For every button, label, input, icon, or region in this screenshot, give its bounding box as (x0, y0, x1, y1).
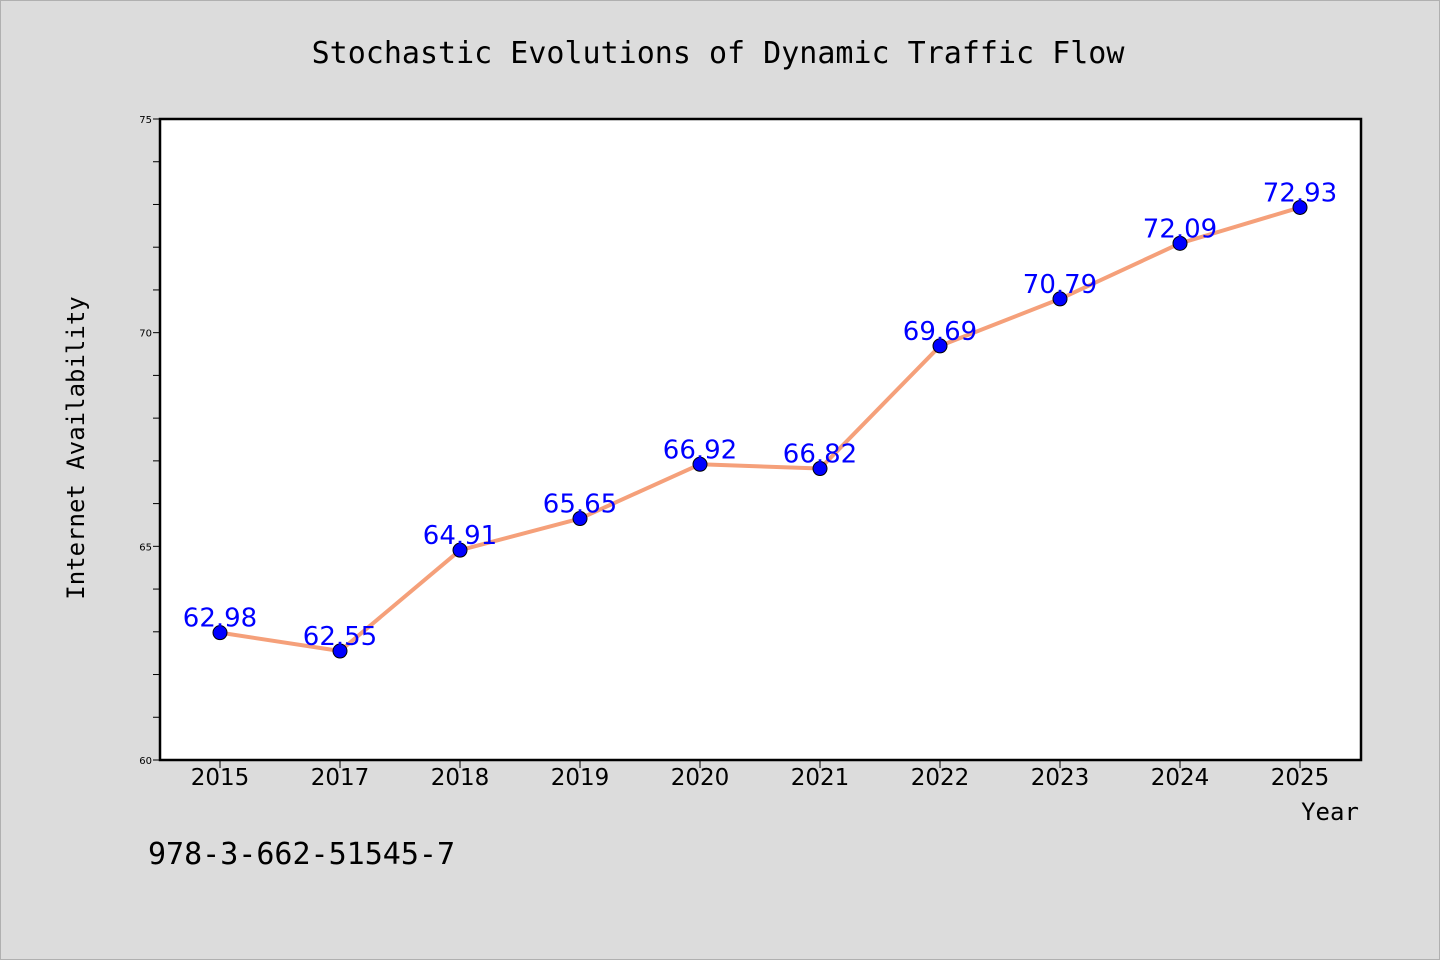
x-tick-label: 2018 (431, 765, 490, 791)
data-point-marker (212, 625, 228, 641)
x-tick-label: 2025 (1271, 765, 1330, 791)
y-tick-label: 60 (139, 756, 152, 767)
data-label: 69.69 (903, 317, 977, 347)
plot-frame (158, 117, 1363, 762)
series-line-group: 62.98 62.55 64.91 65.65 66.92 66.82 69.69 70.79… (183, 178, 1337, 659)
data-point-marker (1052, 291, 1068, 307)
data-point-marker (1172, 235, 1188, 251)
y-tick-label: 75 (139, 115, 152, 126)
data-point-marker (692, 456, 708, 472)
plot-area (160, 119, 1361, 760)
isbn-annotation: 978-3-662-51545-7 (148, 837, 455, 872)
y-axis-label: Internet Availability (62, 296, 90, 599)
x-tick-label: 2020 (671, 765, 730, 791)
y-tick-label: 70 (139, 329, 152, 340)
data-point-marker (932, 338, 948, 354)
data-label: 62.55 (303, 622, 377, 652)
y-tick-label: 65 (139, 542, 152, 553)
data-point-marker (572, 511, 588, 527)
x-tick-label: 2023 (1031, 765, 1090, 791)
data-label: 65.65 (543, 490, 617, 520)
data-label: 70.79 (1023, 270, 1097, 300)
data-point-marker (332, 643, 348, 659)
data-label: 72.09 (1143, 214, 1217, 244)
x-tick-label: 2022 (911, 765, 970, 791)
data-label: 66.82 (783, 440, 857, 470)
x-tick-label: 2017 (311, 765, 370, 791)
data-point-marker (452, 542, 468, 558)
data-label: 64.91 (423, 521, 497, 551)
x-axis-label: Year (1301, 798, 1359, 826)
x-tick-label: 2015 (191, 765, 250, 791)
data-point-marker (812, 461, 828, 477)
x-axis-ticks: 2015 2017 2018 2019 2020 2021 2022 2023 2024 2025 (191, 760, 1330, 791)
chart-title: Stochastic Evolutions of Dynamic Traffic… (312, 36, 1126, 71)
x-tick-label: 2019 (551, 765, 610, 791)
series-line (218, 205, 1302, 654)
x-tick-label: 2024 (1151, 765, 1210, 791)
data-label: 62.98 (183, 604, 257, 634)
data-label: 72.93 (1263, 178, 1337, 208)
x-tick-label: 2021 (791, 765, 850, 791)
data-point-marker (1292, 199, 1308, 215)
data-label: 66.92 (663, 435, 737, 465)
